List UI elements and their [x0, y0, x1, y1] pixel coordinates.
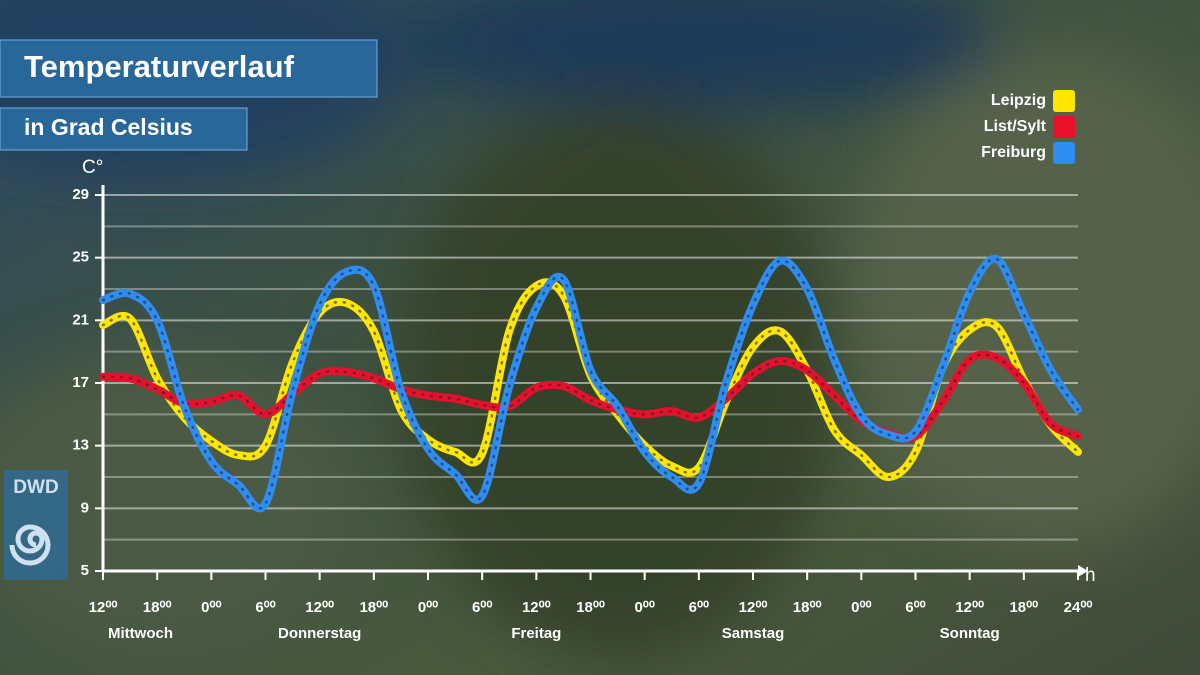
- day-label: Samstag: [722, 625, 785, 642]
- y-tick-label: 5: [81, 562, 89, 579]
- x-tick-label: 18⁰⁰: [576, 599, 605, 616]
- x-tick-label: 6⁰⁰: [905, 599, 925, 616]
- line-dots: [101, 281, 1080, 479]
- x-tick-label: 24⁰⁰: [1064, 599, 1093, 616]
- day-label: Freitag: [511, 625, 561, 642]
- x-tick-label: 0⁰⁰: [418, 599, 438, 616]
- x-tick-label: 0⁰⁰: [851, 599, 871, 616]
- map-shading: [0, 0, 1200, 660]
- x-tick-label: 0⁰⁰: [634, 599, 654, 616]
- legend-swatch: [1053, 116, 1075, 138]
- x-tick-label: 12⁰⁰: [955, 599, 984, 616]
- legend-swatch: [1053, 142, 1075, 164]
- chart-title: Temperaturverlauf: [24, 49, 295, 84]
- y-tick-label: 29: [72, 186, 89, 203]
- y-axis-label: C°: [82, 157, 103, 178]
- y-tick-label: 13: [72, 437, 89, 454]
- line-dots: [101, 257, 1080, 510]
- x-axis-label: h: [1085, 565, 1096, 586]
- day-label: Donnerstag: [278, 625, 361, 642]
- x-tick-label: 12⁰⁰: [305, 599, 334, 616]
- x-axis-arrow: [1078, 565, 1088, 577]
- legend-swatch: [1053, 90, 1075, 112]
- day-label: Mittwoch: [108, 625, 173, 642]
- legend-label: Freiburg: [981, 144, 1046, 161]
- x-tick-label: 18⁰⁰: [793, 599, 822, 616]
- x-tick-label: 6⁰⁰: [689, 599, 709, 616]
- subtitle-box: [0, 107, 248, 151]
- line-dots: [101, 353, 1080, 440]
- y-tick-label: 21: [72, 311, 89, 328]
- day-label: Sonntag: [940, 625, 1000, 642]
- x-tick-label: 18⁰⁰: [1009, 599, 1038, 616]
- logo-text: DWD: [13, 477, 58, 498]
- x-tick-label: 6⁰⁰: [472, 599, 492, 616]
- title-box: [0, 39, 378, 98]
- x-tick-label: 6⁰⁰: [255, 599, 275, 616]
- legend-label: List/Sylt: [984, 118, 1047, 135]
- x-tick-label: 12⁰⁰: [522, 599, 551, 616]
- x-tick-label: 12⁰⁰: [739, 599, 768, 616]
- x-tick-label: 18⁰⁰: [143, 599, 172, 616]
- chart-subtitle: in Grad Celsius: [24, 114, 193, 140]
- logo-swirl: [9, 524, 51, 566]
- y-tick-label: 25: [72, 249, 89, 266]
- legend-label: Leipzig: [991, 92, 1046, 109]
- y-tick-label: 17: [72, 374, 89, 391]
- x-tick-label: 12⁰⁰: [89, 599, 118, 616]
- x-tick-label: 0⁰⁰: [201, 599, 221, 616]
- x-tick-label: 18⁰⁰: [359, 599, 388, 616]
- y-tick-label: 9: [81, 499, 89, 516]
